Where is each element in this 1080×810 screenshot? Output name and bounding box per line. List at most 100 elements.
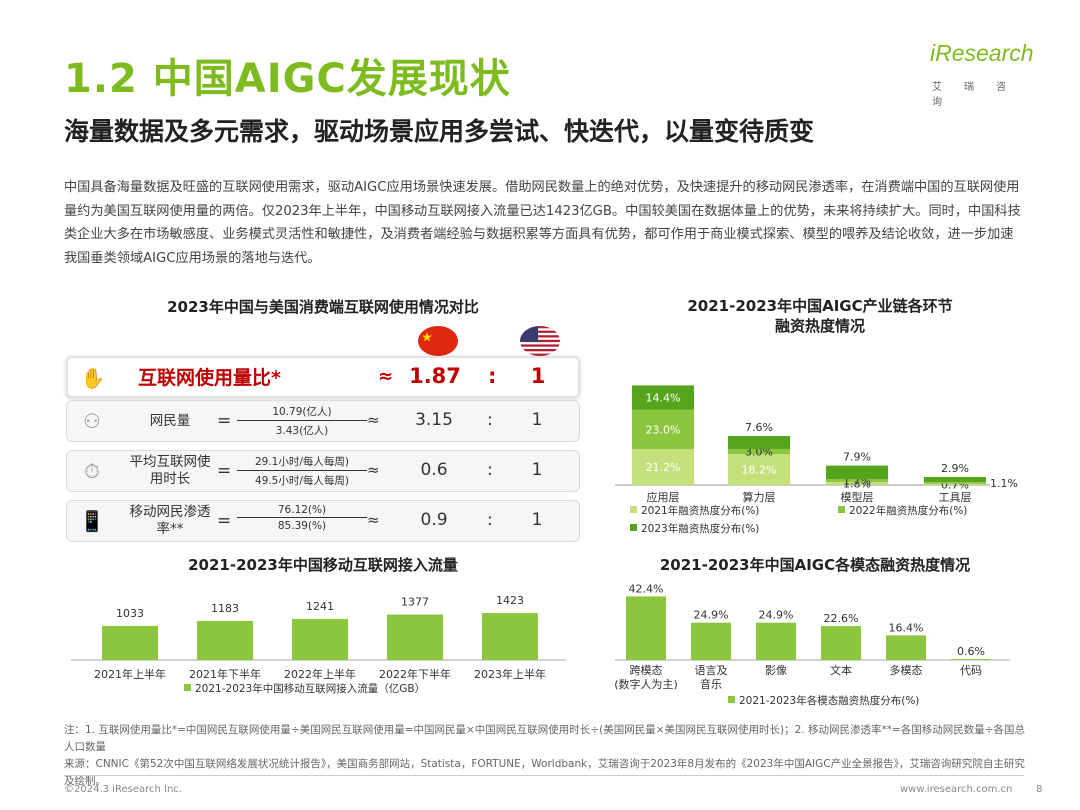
usage-time-denominator: 49.5小时/每人每周)	[254, 475, 349, 487]
traffic-data-label: 1033	[116, 607, 144, 620]
mobile-penetration-colon: :	[487, 510, 493, 530]
usage-ratio-value: 1.87	[409, 364, 461, 388]
chain-legend-label: 2023年融资热度分布(%)	[641, 522, 759, 535]
footer-notes: 注：1. 互联网使用量比*=中国网民互联网使用量÷美国网民互联网使用量=中国网民…	[64, 722, 1034, 790]
mobile-penetration-fraction: 76.12(%) 85.39(%)	[237, 504, 367, 532]
chain-bar	[728, 454, 790, 485]
netizen-numerator: 10.79(亿人)	[237, 404, 367, 421]
modal-category-label: 影像	[765, 664, 787, 677]
modal-bar	[691, 622, 731, 660]
traffic-category-label: 2022年上半年	[284, 667, 356, 681]
chain-data-label: 7.6%	[745, 421, 773, 434]
page-number: 8	[1036, 784, 1043, 795]
source-note: 来源：CNNIC《第52次中国互联网络发展状况统计报告》，美国商务部网站，Sta…	[64, 758, 1025, 787]
page-subtitle: 海量数据及多元需求，驱动场景应用多尝试、快迭代，以量变待质变	[64, 117, 815, 146]
chain-bar	[826, 481, 888, 485]
chain-title-line1: 2021-2023年中国AIGC产业链各环节	[687, 297, 953, 315]
modal-data-label: 24.9%	[759, 609, 794, 622]
modal-category-label: 跨模态	[630, 664, 663, 677]
logo-brand: iResearch	[930, 40, 1034, 66]
netizen-fraction: 10.79(亿人) 3.43(亿人)	[237, 404, 367, 438]
usage-time-label: 平均互联网使用时长	[129, 454, 211, 487]
chain-data-label: 1.1%	[990, 477, 1018, 490]
chain-legend-label: 2021年融资热度分布(%)	[641, 504, 759, 517]
traffic-data-label: 1377	[401, 596, 429, 609]
usage-time-row: ⏱ 平均互联网使用时长 = 29.1小时/每人每周) 49.5小时/每人每周) …	[66, 450, 580, 492]
usage-ratio-approx: ≈	[378, 366, 394, 387]
usage-ratio-colon: :	[488, 364, 497, 388]
footnote: 注：1. 互联网使用量比*=中国网民互联网使用量÷美国网民互联网使用量=中国网民…	[64, 724, 1026, 753]
mobile-penetration-numerator: 76.12(%)	[237, 504, 367, 518]
usage-time-fraction: 29.1小时/每人每周) 49.5小时/每人每周)	[237, 454, 367, 488]
chain-bar	[632, 448, 694, 485]
modal-bar	[756, 622, 796, 660]
modal-category-label: 语言及	[695, 664, 728, 677]
traffic-legend-swatch	[184, 684, 191, 691]
footer-divider	[64, 775, 1024, 776]
chain-title-line2: 融资热度情况	[774, 317, 865, 335]
chain-legend-swatch	[630, 524, 637, 531]
handshake-icon: ✋	[80, 366, 106, 390]
modal-bar	[821, 626, 861, 660]
usage-time-approx: ≈	[367, 461, 380, 479]
modal-data-label: 16.4%	[889, 621, 924, 634]
usage-ratio-row: ✋ 互联网使用量比* ≈ 1.87 : 1	[66, 356, 580, 398]
chain-bar	[924, 481, 986, 484]
mobile-penetration-eq: =	[217, 511, 232, 531]
usage-ratio-one: 1	[530, 364, 546, 388]
mobile-penetration-label: 移动网民渗透率**	[129, 504, 211, 537]
modal-category-label: 音乐	[700, 677, 722, 691]
chain-bar	[826, 465, 888, 480]
chain-data-label: 14.4%	[646, 392, 681, 405]
china-flag-icon	[418, 326, 458, 356]
modal-legend-swatch	[728, 696, 735, 703]
traffic-category-label: 2022年下半年	[379, 667, 451, 681]
modal-chart-title: 2021-2023年中国AIGC各模态融资热度情况	[659, 556, 971, 574]
traffic-legend-label: 2021-2023年中国移动互联网接入流量（亿GB）	[195, 682, 425, 695]
logo-sub: 艾瑞咨询	[932, 82, 1028, 108]
mobile-penetration-value: 0.9	[420, 510, 448, 530]
traffic-data-label: 1423	[496, 594, 524, 607]
traffic-bar	[102, 625, 158, 660]
chain-bar	[632, 409, 694, 449]
chain-category-label: 应用层	[647, 490, 680, 504]
usage-time-eq: =	[217, 461, 232, 481]
usage-ratio-label: 互联网使用量比*	[138, 366, 281, 389]
comparison-title: 2023年中国与美国消费端互联网使用情况对比	[167, 298, 479, 316]
chain-bar	[826, 479, 888, 482]
mobile-penetration-row: 📱 移动网民渗透率** = 76.12(%) 85.39(%) ≈ 0.9 : …	[66, 500, 580, 542]
traffic-chart: 1033 2021年上半年 1183 2021年下半年 1241 2022年上半年 1377…	[71, 594, 566, 695]
chain-legend-swatch	[630, 506, 637, 513]
traffic-category-label: 2021年上半年	[94, 667, 166, 681]
chain-bar	[728, 448, 790, 455]
traffic-category-label: 2021年下半年	[189, 667, 261, 681]
netizen-eq: =	[217, 411, 232, 431]
usage-time-numerator: 29.1小时/每人每周)	[237, 454, 367, 471]
mobile-users-icon: 📱	[79, 509, 105, 533]
mobile-penetration-one: 1	[531, 510, 543, 530]
modal-data-label: 0.6%	[957, 645, 985, 658]
traffic-bar	[197, 620, 253, 660]
mobile-penetration-approx: ≈	[367, 511, 380, 529]
iresearch-logo: iResearch 艾瑞咨询	[930, 40, 1048, 108]
chain-category-label: 算力层	[743, 490, 776, 504]
modal-bar	[886, 635, 926, 660]
traffic-category-label: 2023年上半年	[474, 667, 546, 681]
chain-data-label: 7.9%	[843, 451, 871, 464]
chain-bar	[924, 483, 986, 485]
chain-data-label: 18.2%	[742, 464, 777, 477]
chain-bar	[924, 477, 986, 482]
mobile-penetration-denominator: 85.39(%)	[277, 520, 327, 532]
chain-chart-title: 2021-2023年中国AIGC产业链各环节 融资热度情况	[620, 296, 1020, 336]
modal-category-label: 文本	[830, 663, 852, 677]
copyright: ©2024.3 iResearch Inc.	[64, 784, 182, 795]
people-network-icon: ⚇	[83, 409, 101, 433]
netizen-denominator: 3.43(亿人)	[275, 425, 329, 437]
chain-bar	[728, 436, 790, 449]
usage-time-one: 1	[531, 460, 543, 480]
chain-legend-label: 2022年融资热度分布(%)	[849, 504, 967, 517]
netizen-colon: :	[487, 410, 493, 430]
usage-time-value: 0.6	[420, 460, 448, 480]
modal-bar	[626, 596, 666, 660]
